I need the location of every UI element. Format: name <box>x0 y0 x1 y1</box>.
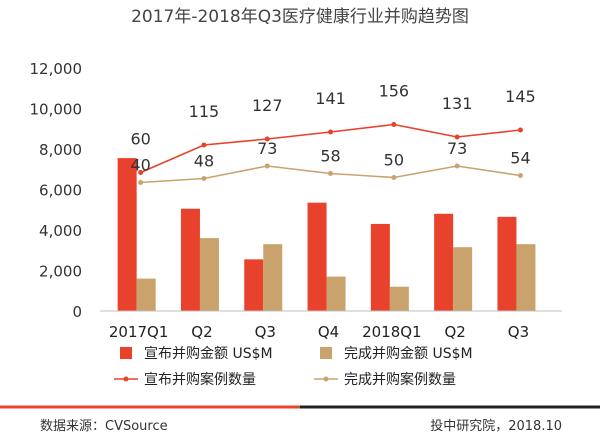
data-label: 48 <box>194 152 214 171</box>
line-layer: 60 115 127 141 156 131 145 40 48 73 58 50 73 54 <box>130 82 536 185</box>
x-tick-label: Q2 <box>444 323 465 341</box>
line-point <box>328 129 334 135</box>
data-label: 73 <box>257 139 277 158</box>
data-label: 127 <box>252 96 283 115</box>
line-point <box>454 163 460 169</box>
y-tick-label: 10,000 <box>30 101 83 119</box>
data-label: 73 <box>447 139 467 158</box>
legend-swatch <box>120 347 132 359</box>
data-label: 156 <box>379 82 410 101</box>
line-point <box>517 173 523 178</box>
bar <box>434 213 454 311</box>
bar <box>453 247 473 311</box>
y-tick-label: 8,000 <box>39 141 82 159</box>
x-tick-label: Q2 <box>191 323 212 341</box>
legend-swatch <box>320 347 332 359</box>
bar <box>117 158 137 311</box>
bar <box>389 286 409 311</box>
line-point <box>264 163 270 169</box>
x-tick-label: 2018Q1 <box>362 323 422 341</box>
bar <box>199 238 219 311</box>
data-label: 40 <box>130 156 150 175</box>
line-point <box>264 136 270 142</box>
line-point <box>391 175 397 180</box>
x-axis: 2017Q1 Q2 Q3 Q4 2018Q1 Q2 Q3 <box>109 323 529 341</box>
x-tick-label: Q3 <box>508 323 529 341</box>
data-label: 131 <box>442 94 473 113</box>
legend-marker <box>323 376 329 382</box>
bar <box>136 278 156 311</box>
data-label: 145 <box>505 87 536 106</box>
data-label: 50 <box>384 151 404 170</box>
x-tick-label: Q3 <box>255 323 276 341</box>
line-point <box>201 176 207 181</box>
data-label: 58 <box>320 147 340 166</box>
line-point <box>454 134 460 140</box>
x-tick-label: 2017Q1 <box>109 323 169 341</box>
y-tick-label: 6,000 <box>39 182 82 200</box>
line-point <box>391 122 397 127</box>
y-tick-label: 4,000 <box>39 222 82 240</box>
x-tick-label: Q4 <box>318 323 339 341</box>
bar <box>326 276 346 311</box>
bar <box>516 244 536 311</box>
bar-layer <box>117 158 536 311</box>
line-point <box>138 170 144 175</box>
bar <box>497 216 517 311</box>
bar <box>244 259 264 311</box>
bar <box>307 202 327 311</box>
data-label: 54 <box>510 149 530 168</box>
line-point <box>517 127 523 133</box>
data-label: 115 <box>189 102 220 121</box>
line-point <box>138 180 144 185</box>
legend: 宣布并购金额 US$M 完成并购金额 US$M 宣布并购案例数量 完成并购案例数量 <box>114 346 473 388</box>
legend-label: 完成并购案例数量 <box>344 371 456 388</box>
legend-label: 宣布并购金额 US$M <box>144 346 273 362</box>
legend-marker <box>123 376 129 382</box>
bar <box>180 208 200 311</box>
footer-source: 数据来源：CVSource <box>40 419 168 434</box>
chart-title: 2017年-2018年Q3医疗健康行业并购趋势图 <box>131 7 469 27</box>
footer-credit: 投中研究院，2018.10 <box>430 418 562 434</box>
data-label: 60 <box>130 130 150 149</box>
y-tick-label: 12,000 <box>30 60 83 78</box>
data-label: 141 <box>315 89 346 108</box>
y-tick-label: 2,000 <box>39 263 82 281</box>
line-point <box>201 142 207 148</box>
y-axis: 0 2,000 4,000 6,000 8,000 10,000 12,000 <box>30 60 83 321</box>
y-tick-label: 0 <box>72 303 82 321</box>
bar <box>370 223 390 311</box>
legend-label: 宣布并购案例数量 <box>144 371 256 388</box>
line-point <box>328 171 334 176</box>
legend-label: 完成并购金额 US$M <box>344 346 473 362</box>
bar <box>263 244 283 311</box>
